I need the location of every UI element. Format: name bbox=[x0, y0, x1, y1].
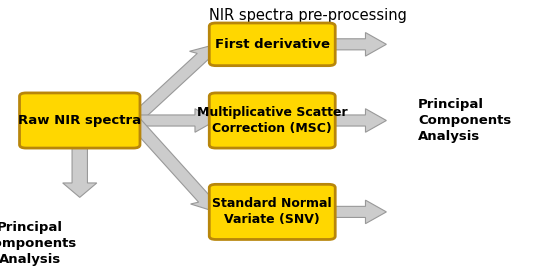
Text: Principal
Components
Analysis: Principal Components Analysis bbox=[0, 221, 77, 266]
Polygon shape bbox=[63, 145, 97, 198]
FancyBboxPatch shape bbox=[19, 93, 140, 148]
FancyBboxPatch shape bbox=[209, 93, 335, 148]
Text: Multiplicative Scatter
Correction (MSC): Multiplicative Scatter Correction (MSC) bbox=[197, 106, 348, 135]
Text: Standard Normal
Variate (SNV): Standard Normal Variate (SNV) bbox=[212, 198, 332, 226]
Polygon shape bbox=[329, 33, 386, 56]
Text: Raw NIR spectra: Raw NIR spectra bbox=[18, 114, 141, 127]
FancyBboxPatch shape bbox=[209, 184, 335, 239]
Polygon shape bbox=[126, 119, 221, 212]
Polygon shape bbox=[133, 109, 216, 132]
Polygon shape bbox=[329, 200, 386, 224]
FancyBboxPatch shape bbox=[209, 23, 335, 66]
Polygon shape bbox=[126, 44, 218, 122]
Text: Principal
Components
Analysis: Principal Components Analysis bbox=[418, 98, 512, 143]
Text: NIR spectra pre-processing: NIR spectra pre-processing bbox=[209, 8, 407, 23]
Text: First derivative: First derivative bbox=[214, 38, 330, 51]
Polygon shape bbox=[329, 109, 386, 132]
